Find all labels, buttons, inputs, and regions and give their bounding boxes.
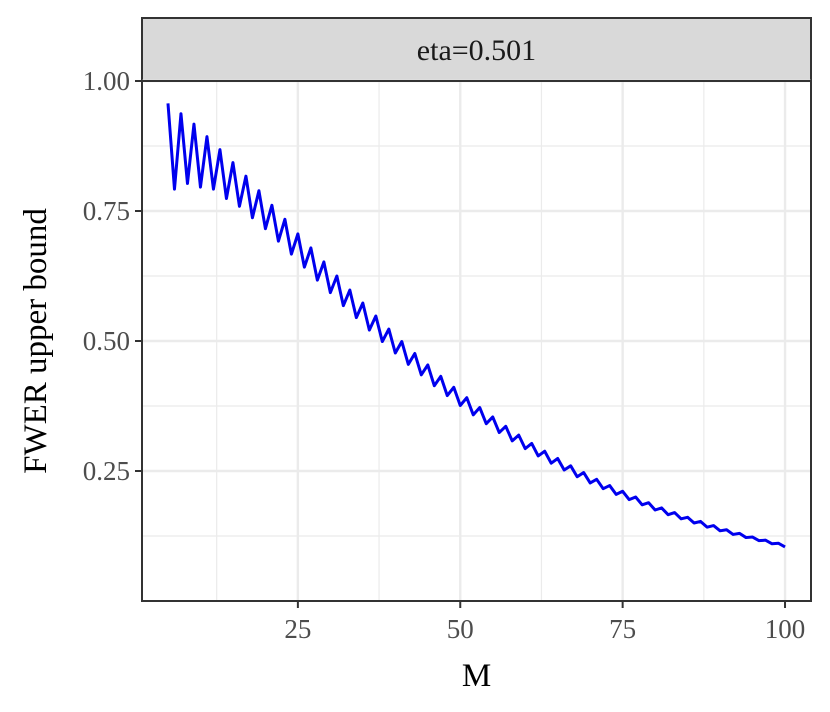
series-layer (166, 103, 786, 549)
series-line-0 (166, 103, 786, 549)
x-tick-label: 25 (284, 614, 311, 644)
y-axis-title: FWER upper bound (18, 208, 54, 474)
y-tick-label: 0.25 (83, 456, 130, 486)
facet-strip (141, 17, 812, 82)
y-axis: 0.25 0.50 0.75 1.00 (83, 66, 142, 486)
x-tick-label: 50 (447, 614, 474, 644)
facet-strip-label: eta=0.501 (417, 34, 536, 67)
x-axis: 25 50 75 100 (284, 601, 805, 644)
y-tick-label: 0.50 (83, 326, 130, 356)
x-tick-label: 100 (765, 614, 806, 644)
x-axis-title: M (462, 658, 491, 694)
y-tick-label: 0.75 (83, 196, 130, 226)
y-tick-label: 1.00 (83, 66, 130, 96)
x-tick-label: 75 (609, 614, 636, 644)
